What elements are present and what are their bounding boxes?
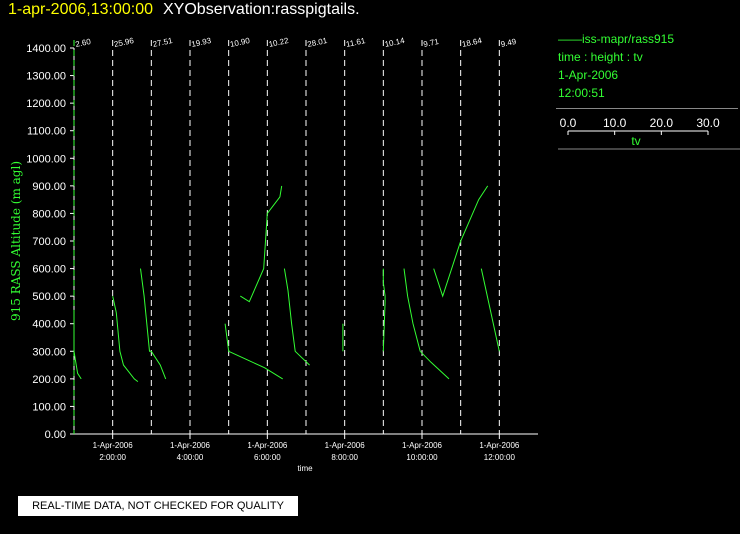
y-tick-label: 300.00 — [32, 346, 66, 358]
profile-trace — [480, 268, 500, 352]
legend-panel: ——iss-mapr/rass915 time : height : tv 1-… — [556, 30, 740, 156]
profile-trace — [403, 268, 450, 380]
profile-value-label: 9.49 — [500, 37, 518, 49]
y-tick-label: 500.00 — [32, 291, 66, 303]
profile-trace — [112, 295, 139, 383]
x-tick-time: 10:00:00 — [406, 453, 438, 462]
y-axis-label: 915 RASS Altitude (m agl) — [9, 161, 23, 321]
legend-time: 12:00:51 — [558, 86, 605, 100]
y-tick-label: 700.00 — [32, 236, 66, 248]
y-tick-label: 0.00 — [45, 429, 66, 441]
y-tick-label: 100.00 — [32, 401, 66, 413]
x-tick-date: 1-Apr-2006 — [325, 441, 366, 450]
y-tick-label: 1200.00 — [26, 98, 66, 110]
y-tick-label: 1000.00 — [26, 153, 66, 165]
x-tick-date: 1-Apr-2006 — [93, 441, 134, 450]
legend-mapping: time : height : tv — [558, 50, 643, 64]
colorbar-tick-label: 20.0 — [650, 116, 674, 130]
profile-value-label: 27.51 — [152, 36, 174, 49]
y-tick-label: 900.00 — [32, 181, 66, 193]
profile-trace — [240, 185, 283, 303]
tv-colorbar-scale: 0.0 10.0 20.0 30.0 tv — [558, 116, 740, 150]
quality-note: REAL-TIME DATA, NOT CHECKED FOR QUALITY — [18, 496, 298, 516]
colorbar-label: tv — [631, 134, 640, 148]
observation-name: XYObservation:rasspigtails. — [163, 1, 360, 18]
observation-time: 1-apr-2006,13:00:00 — [8, 1, 153, 18]
x-tick-time: 6:00:00 — [254, 453, 281, 462]
x-tick-date: 1-Apr-2006 — [247, 441, 288, 450]
colorbar-tick-label: 30.0 — [696, 116, 720, 130]
profile-value-label: 10.14 — [384, 36, 406, 49]
y-tick-label: 1100.00 — [27, 126, 66, 138]
y-tick-label: 200.00 — [32, 374, 66, 386]
y-tick-label: 600.00 — [32, 264, 66, 276]
profile-value-label: 9.71 — [423, 37, 441, 49]
y-tick-label: 400.00 — [32, 319, 66, 331]
profile-value-label: 25.96 — [113, 36, 135, 49]
profile-trace — [73, 309, 82, 380]
profile-value-label: 11.61 — [345, 36, 366, 49]
y-tick-label: 1300.00 — [26, 71, 66, 83]
x-tick-date: 1-Apr-2006 — [402, 441, 443, 450]
y-tick-label: 800.00 — [32, 208, 66, 220]
legend-date: 1-Apr-2006 — [558, 68, 619, 82]
colorbar-tick-label: 0.0 — [560, 116, 577, 130]
legend-divider — [556, 108, 738, 109]
x-axis-label: time — [297, 464, 313, 473]
colorbar-tick-label: 10.0 — [603, 116, 627, 130]
profile-trace — [433, 185, 489, 298]
profile-value-label: 19.93 — [191, 36, 213, 49]
profile-value-label: 18.64 — [461, 36, 483, 49]
y-tick-label: 1400.00 — [26, 43, 66, 55]
profile-value-label: 10.90 — [229, 36, 251, 49]
x-tick-time: 2:00:00 — [99, 453, 126, 462]
x-tick-time: 12:00:00 — [484, 453, 516, 462]
x-tick-time: 4:00:00 — [177, 453, 204, 462]
profile-value-label: 10.22 — [268, 36, 290, 49]
profile-trace — [382, 268, 386, 352]
profile-value-label: 28.01 — [307, 36, 329, 49]
x-tick-date: 1-Apr-2006 — [170, 441, 211, 450]
plot-title-bar: 1-apr-2006,13:00:00 XYObservation:rasspig… — [8, 1, 360, 19]
profile-trace — [224, 323, 283, 380]
legend-series-label: ——iss-mapr/rass915 — [558, 32, 675, 46]
x-tick-date: 1-Apr-2006 — [479, 441, 520, 450]
profile-value-label: 2.60 — [75, 37, 93, 49]
profile-trace — [140, 268, 167, 380]
profile-trace — [283, 268, 310, 366]
x-tick-time: 8:00:00 — [331, 453, 358, 462]
